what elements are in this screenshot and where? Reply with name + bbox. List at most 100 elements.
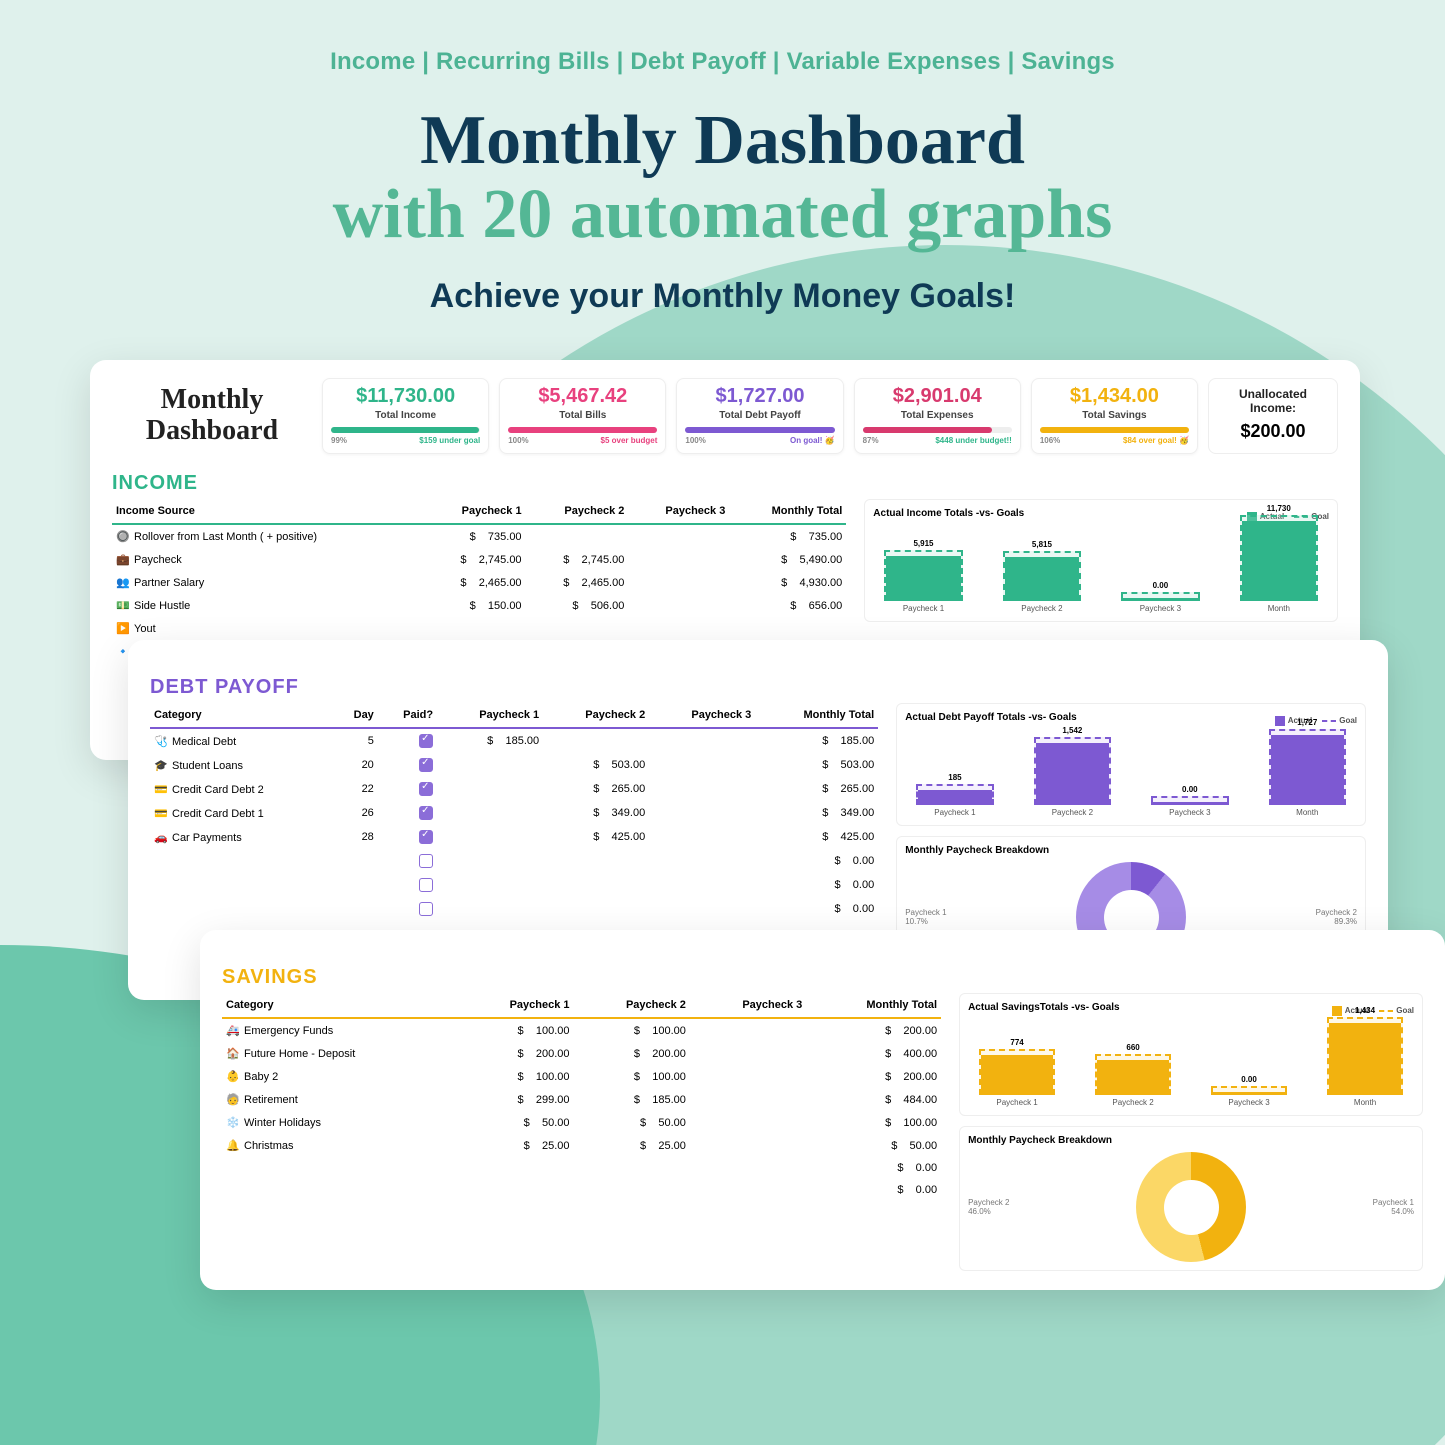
row-p3 [690,1111,806,1134]
checkbox-icon[interactable] [419,902,433,916]
checkbox-icon[interactable] [419,806,433,820]
table-row: 💳Credit Card Debt 126$ 349.00$ 349.00 [150,801,878,825]
row-p1: $ 100.00 [457,1018,573,1042]
table-row: $ 0.00 [150,897,878,921]
kpi-foot: 99%$159 under goal [331,436,480,445]
bar-Paycheck 2: 5,815 Paycheck 2 [992,540,1092,613]
row-paid[interactable] [378,897,437,921]
row-icon: 👥 [116,576,130,589]
table-header: Paycheck 3 [628,499,729,524]
row-icon: 👶 [226,1070,240,1083]
bar-Paycheck 3: 0.00 Paycheck 3 [1140,785,1239,817]
row-day [334,873,378,897]
table-row: 🚑Emergency Funds$ 100.00$ 100.00$ 200.00 [222,1018,941,1042]
table-row: 🧓Retirement$ 299.00$ 185.00$ 484.00 [222,1088,941,1111]
row-icon: 💳 [154,807,168,820]
row-icon: 🔔 [226,1139,240,1152]
row-p2: $ 100.00 [574,1018,690,1042]
table-row: $ 0.00 [222,1179,941,1201]
table-header: Paycheck 1 [437,703,543,728]
row-icon: ❄️ [226,1116,240,1129]
row-p2 [574,1179,690,1201]
row-paid[interactable] [378,801,437,825]
bar-goal [1211,1086,1287,1095]
row-total: $ 503.00 [755,753,878,777]
row-icon: 🏠 [226,1047,240,1060]
row-total: $ 200.00 [806,1065,941,1088]
checkbox-icon[interactable] [419,758,433,772]
row-p2: $ 2,465.00 [526,571,629,594]
bar-label: Paycheck 1 [934,808,975,817]
table-row: $ 0.00 [222,1157,941,1179]
row-total: $ 425.00 [755,825,878,849]
bar-label: Paycheck 2 [1052,808,1093,817]
row-paid[interactable] [378,777,437,801]
bar-goal [1269,729,1347,805]
debt-chart: Actual Debt Payoff Totals -vs- Goals Act… [896,703,1366,826]
row-name: ❄️Winter Holidays [222,1111,457,1134]
table-header: Day [334,703,378,728]
bar-actual [1097,1060,1169,1095]
kpi-value: $2,901.04 [863,385,1012,408]
donut-label-right: Paycheck 289.3% [1316,908,1357,926]
row-total: $ 735.00 [729,524,846,548]
bar-label: Paycheck 1 [996,1098,1037,1107]
row-p1: $ 100.00 [457,1065,573,1088]
row-paid[interactable] [378,753,437,777]
kpi-bar [685,427,834,433]
row-name [150,849,334,873]
bar-value: 0.00 [1182,785,1198,794]
row-icon: 🚑 [226,1024,240,1037]
table-header: Paycheck 2 [526,499,629,524]
checkbox-icon[interactable] [419,854,433,868]
row-p1 [457,1179,573,1201]
row-p3 [690,1042,806,1065]
row-p2: $ 2,745.00 [526,548,629,571]
row-p3 [690,1157,806,1179]
kpi-label: Total Expenses [863,410,1012,421]
checkbox-icon[interactable] [419,830,433,844]
row-p1 [423,617,526,640]
row-paid[interactable] [378,728,437,753]
kpi-label: Total Bills [508,410,657,421]
checkbox-icon[interactable] [419,782,433,796]
bar-Paycheck 3: 0.00 Paycheck 3 [1110,581,1210,613]
row-p2: $ 425.00 [543,825,649,849]
bar-actual [1036,743,1110,805]
row-name [150,873,334,897]
row-paid[interactable] [378,873,437,897]
row-paid[interactable] [378,849,437,873]
row-p3 [690,1134,806,1157]
row-name: 💳Credit Card Debt 1 [150,801,334,825]
row-p3 [628,617,729,640]
bar-actual [1123,598,1197,601]
checkbox-icon[interactable] [419,878,433,892]
row-p3 [649,873,755,897]
chart-bars: 185 Paycheck 1 1,542 Paycheck 2 0.00 Pay… [905,735,1357,817]
row-p3 [649,801,755,825]
hero-title-line1: Monthly Dashboard [0,104,1445,178]
row-p1 [437,825,543,849]
kpi-card-2: $1,727.00 Total Debt Payoff 100%On goal!… [676,378,843,454]
income-table: Income SourcePaycheck 1Paycheck 2Paychec… [112,499,846,663]
row-name: 👶Baby 2 [222,1065,457,1088]
row-p1: $ 735.00 [423,524,526,548]
row-p2: $ 185.00 [574,1088,690,1111]
bar-value: 1,434 [1355,1006,1375,1015]
row-p1: $ 299.00 [457,1088,573,1111]
row-p1: $ 150.00 [423,594,526,617]
row-p2 [574,1157,690,1179]
row-paid[interactable] [378,825,437,849]
table-row: $ 0.00 [150,849,878,873]
bar-Paycheck 3: 0.00 Paycheck 3 [1200,1075,1298,1107]
row-icon: 💳 [154,783,168,796]
bar-actual [1242,521,1316,601]
table-row: ❄️Winter Holidays$ 50.00$ 50.00$ 100.00 [222,1111,941,1134]
checkbox-icon[interactable] [419,734,433,748]
bar-Month: 11,730 Month [1229,504,1329,613]
row-name: 👥Partner Salary [112,571,423,594]
kpi-bar [863,427,1012,433]
bar-actual [918,790,992,805]
row-name: 🧓Retirement [222,1088,457,1111]
bar-Month: 1,434 Month [1316,1006,1414,1107]
